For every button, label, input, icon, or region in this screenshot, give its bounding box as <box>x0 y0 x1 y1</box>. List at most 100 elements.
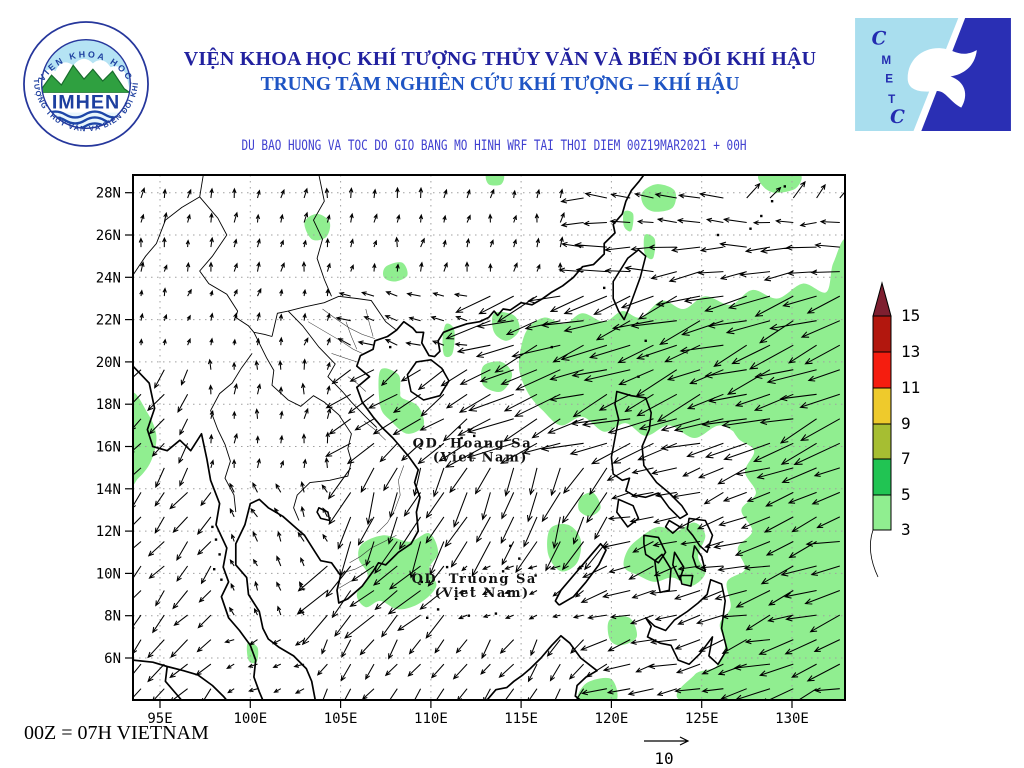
small-island-dot <box>534 574 537 577</box>
small-island-dot <box>420 580 423 584</box>
cmetc-letter-e: E <box>885 72 893 85</box>
lat-tick-label: 14N <box>96 482 121 498</box>
small-island-dot <box>426 616 429 619</box>
island-group-labels: QD. Hoang Sa(Viet Nam)QD. Truong Sa(Viet… <box>412 437 537 601</box>
small-island-dot <box>518 557 521 560</box>
small-island-dot <box>471 587 474 590</box>
small-island-dot <box>603 286 606 290</box>
colorbar-segment <box>872 458 892 496</box>
lat-tick-label: 12N <box>96 524 121 540</box>
small-island-dot <box>454 597 458 600</box>
lon-tick-label: 115E <box>504 711 538 727</box>
province-line <box>363 420 386 441</box>
lon-tick-label: 125E <box>685 711 719 727</box>
small-island-dot <box>436 608 440 611</box>
island-outline <box>686 517 714 554</box>
island-outline <box>664 519 681 534</box>
center-title: TRUNG TÂM NGHIÊN CỨU KHÍ TƯỢNG – KHÍ HẬU <box>260 74 740 95</box>
small-island-dot <box>509 544 512 548</box>
cmetc-letter-c2: C <box>890 107 905 128</box>
border-line <box>312 175 332 297</box>
island-outline <box>610 390 689 520</box>
imhen-mountains <box>42 64 130 94</box>
forecast-subtitle-text: DU BAO HUONG VA TOC DO GIO BANG MO HINH … <box>242 138 747 154</box>
cmetc-letters: C M E T C <box>872 28 906 128</box>
colorbar-tick-label: 13 <box>901 342 920 361</box>
province-line <box>347 376 366 392</box>
shaded-region <box>643 234 656 260</box>
scale-value-label: 10 <box>654 749 673 768</box>
shaded-region <box>383 262 408 282</box>
lat-tick-label: 20N <box>96 355 121 371</box>
border-line <box>271 295 397 337</box>
map-axes: 28N 26N 24N 22N 20N 18N 16N 14N 12N 10N 8N 6N 95E 100… <box>96 174 846 727</box>
province-line <box>322 308 375 339</box>
island-outline <box>644 578 728 666</box>
island-outline <box>672 551 685 581</box>
small-island-dot <box>489 580 492 584</box>
lon-tick-label: 95E <box>147 711 172 727</box>
lat-tick-label: 6N <box>104 651 121 667</box>
province-line <box>376 465 405 534</box>
colorbar-tick-label: 9 <box>901 414 911 433</box>
shaded-region <box>491 311 520 341</box>
province-line <box>365 308 374 337</box>
island-label-line2: (Viet Nam) <box>433 451 528 466</box>
island-label-line1: QD. Truong Sa <box>412 572 537 587</box>
lat-tick-label: 16N <box>96 440 121 456</box>
shaded-region <box>676 398 845 700</box>
small-island-dot <box>770 200 774 203</box>
lon-tick-label: 120E <box>595 711 629 727</box>
small-island-dot <box>716 233 720 237</box>
colorbar-segment <box>872 423 892 460</box>
province-line <box>331 353 357 363</box>
small-island-dot <box>501 570 505 573</box>
cmetc-darkblue-field <box>921 18 1011 131</box>
scale-arrow-icon <box>644 736 690 746</box>
small-island-dot <box>494 612 498 615</box>
small-island-dot <box>458 426 461 429</box>
island-label-line2: (Viet Nam) <box>435 586 530 601</box>
colorbar-segment <box>872 315 892 353</box>
shaded-region <box>547 523 582 572</box>
small-island-dot <box>473 434 476 438</box>
shaded-region <box>304 213 331 241</box>
small-island-dot <box>220 578 223 581</box>
cmetc-lightblue-field <box>855 18 959 131</box>
imhen-logo: IMHEN VIEN KHOA HOC KHÍ TƯỢNG THỦY VĂN V… <box>22 20 149 147</box>
lat-tick-label: 26N <box>96 228 121 244</box>
small-island-dot <box>644 339 647 342</box>
colorbar-overflow-arrow <box>872 281 892 317</box>
island-outline <box>643 534 667 564</box>
province-line <box>345 321 358 350</box>
cmetc-logo: C M E T C <box>855 18 1011 131</box>
shaded-region <box>378 368 425 434</box>
colorbar-tick-label: 7 <box>901 449 911 468</box>
province-line <box>307 321 363 354</box>
island-label-line1: QD. Hoang Sa <box>413 437 532 452</box>
small-island-dot <box>460 436 463 440</box>
coastline <box>486 634 598 700</box>
colorbar-tick-label: 15 <box>901 306 920 325</box>
colorbar-segment <box>872 387 892 425</box>
shaded-region <box>641 184 677 212</box>
lon-tick-label: 100E <box>233 711 267 727</box>
timezone-note: 00Z = 07H VIETNAM <box>24 722 209 744</box>
border-line <box>253 332 352 521</box>
shaded-region <box>757 175 802 193</box>
colorbar-segment <box>872 351 892 389</box>
coastline <box>554 542 607 606</box>
shaded-region <box>480 361 513 392</box>
header-titles: VIỆN KHOA HỌC KHÍ TƯỢNG THỦY VĂN VÀ BIẾN… <box>160 48 840 96</box>
colorbar: 3 5 7 9 11 13 15 <box>869 281 920 578</box>
cmetc-swoosh-icon <box>907 48 977 108</box>
lat-tick-label: 18N <box>96 397 121 413</box>
colorbar-tick-label: 11 <box>901 378 920 397</box>
small-island-dot <box>467 614 470 617</box>
wind-scale-legend: 10 <box>644 736 690 768</box>
imhen-center-text: IMHEN <box>52 92 120 114</box>
small-island-dot <box>218 553 221 556</box>
cmetc-letter-m: M <box>881 54 891 67</box>
